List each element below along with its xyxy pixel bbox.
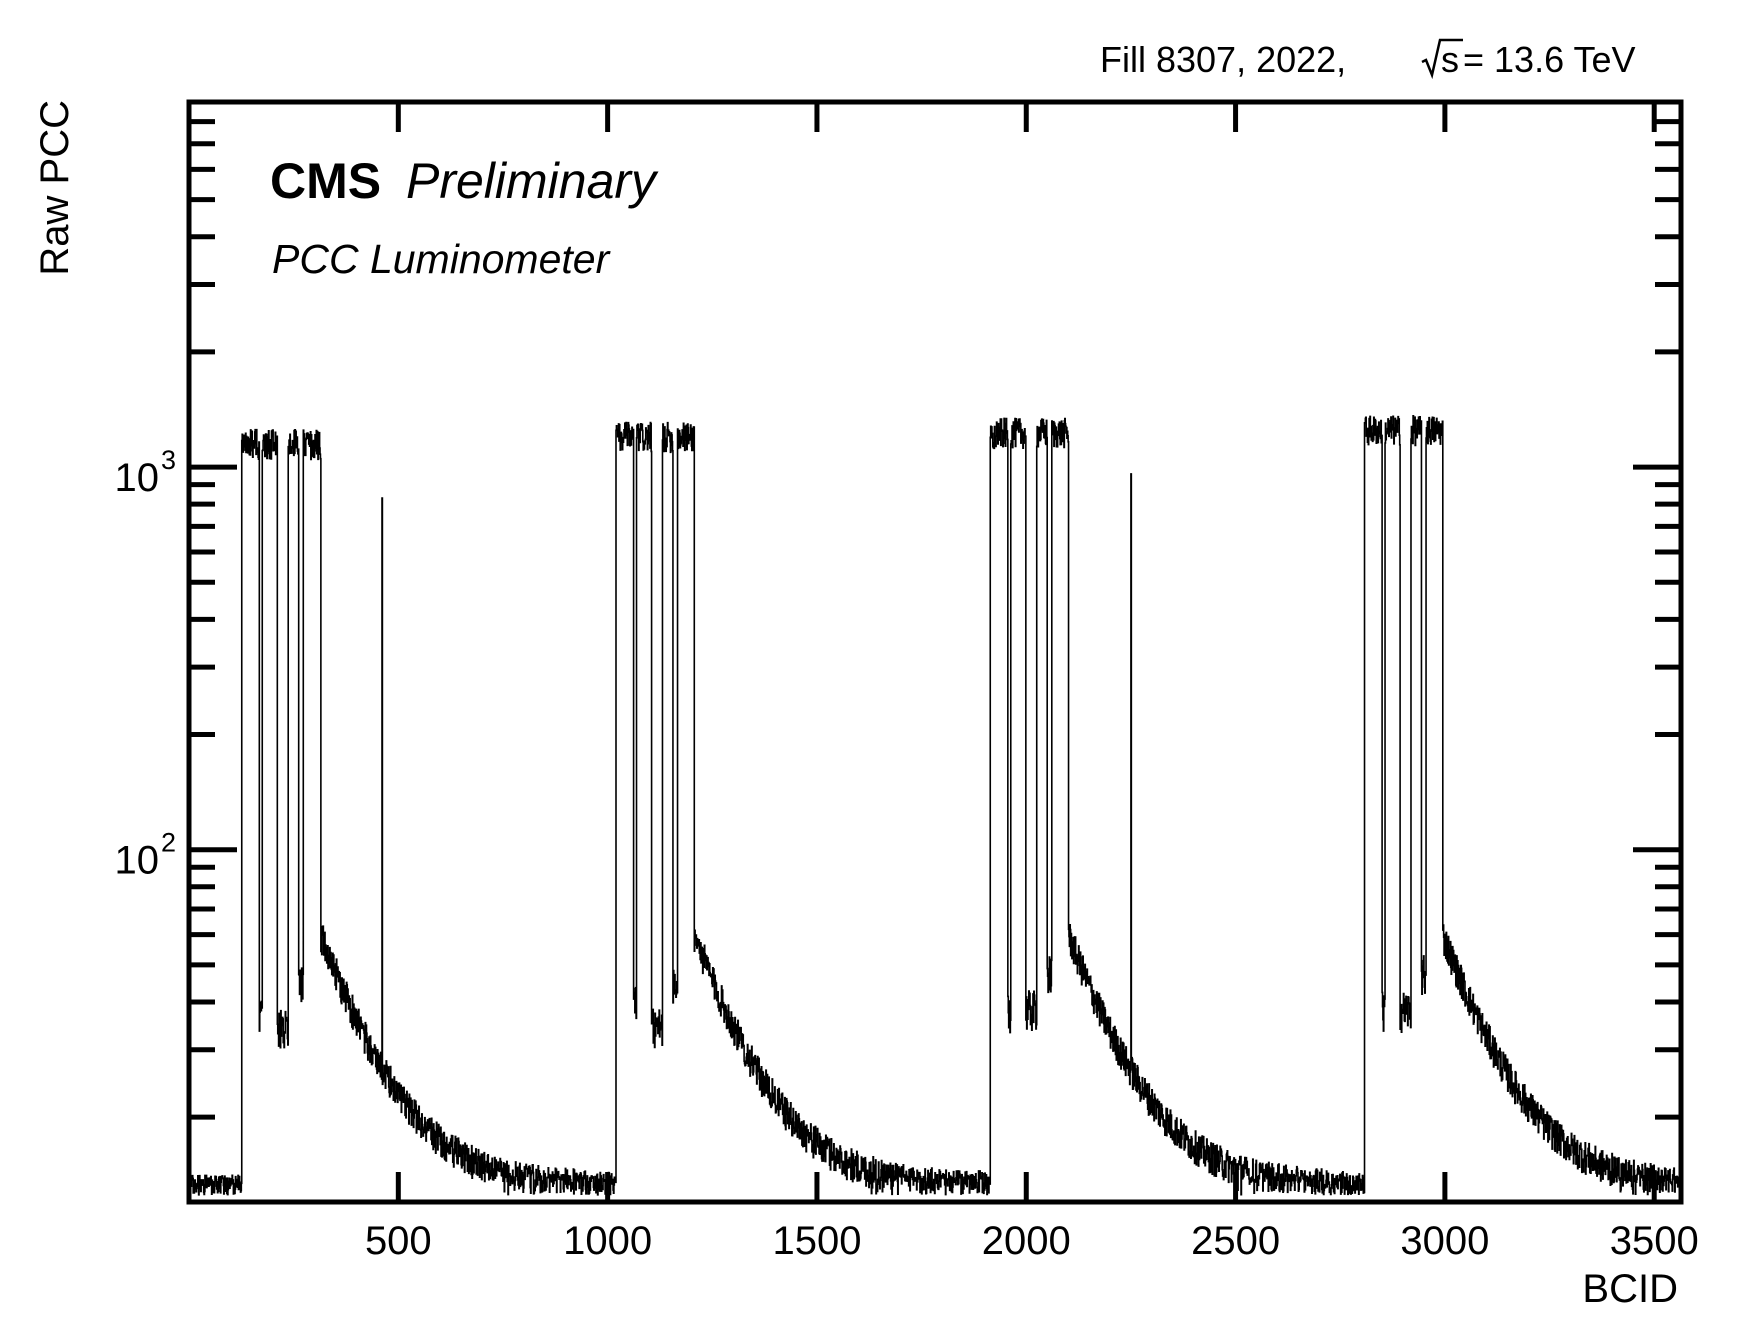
y-tick-label: 10 2 xyxy=(115,828,177,883)
sqrt-sign-icon xyxy=(1421,38,1463,80)
y-axis-title: Raw PCC xyxy=(33,100,77,276)
detector-label: PCC Luminometer xyxy=(272,236,612,282)
y-tick-base: 10 xyxy=(115,839,160,883)
x-tick-label: 500 xyxy=(365,1219,432,1263)
header-fill-year: Fill 8307, 2022, xyxy=(1100,39,1346,80)
y-tick-exponent: 3 xyxy=(161,445,176,475)
energy-s: s xyxy=(1441,39,1459,80)
cms-label: CMS xyxy=(270,153,381,209)
pcc-histogram-line xyxy=(188,414,1682,1196)
x-tick-label: 2500 xyxy=(1191,1219,1280,1263)
x-tick-label: 3500 xyxy=(1610,1219,1699,1263)
x-tick-label: 1000 xyxy=(563,1219,652,1263)
x-tick-label: 3000 xyxy=(1400,1219,1489,1263)
energy-value: = 13.6 TeV xyxy=(1463,39,1635,80)
x-axis-title: BCID xyxy=(1582,1267,1678,1311)
x-tick-labels: 500 1000 1500 2000 2500 3000 3500 xyxy=(365,1219,1699,1263)
plot-area xyxy=(186,99,1684,1205)
x-tick-label: 1500 xyxy=(772,1219,861,1263)
y-tick-exponent: 2 xyxy=(161,828,176,858)
y-tick-label: 10 3 xyxy=(115,445,177,500)
preliminary-label: Preliminary xyxy=(406,153,659,209)
x-tick-label: 2000 xyxy=(982,1219,1071,1263)
y-tick-base: 10 xyxy=(115,456,160,500)
plot-frame xyxy=(186,99,1684,1205)
header-energy: s = 13.6 TeV xyxy=(1421,38,1635,80)
